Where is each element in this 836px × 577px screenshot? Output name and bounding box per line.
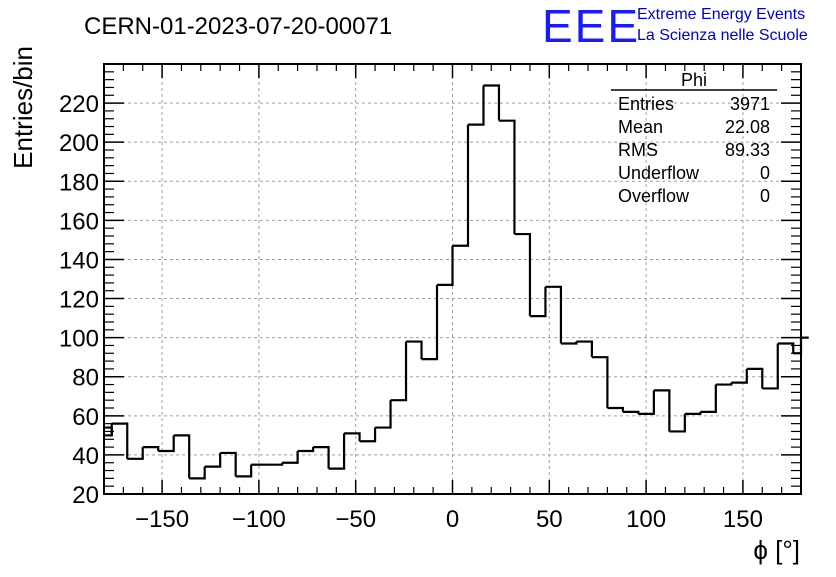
- grid-lines: [104, 64, 801, 494]
- stats-row-value: 0: [760, 163, 770, 183]
- y-tick-label: 220: [59, 91, 99, 118]
- y-tick-label: 80: [72, 365, 99, 392]
- y-tick-label: 180: [59, 169, 99, 196]
- y-tick-label: 140: [59, 247, 99, 274]
- histogram-bin: [189, 466, 206, 480]
- histogram-bin: [127, 447, 144, 460]
- histogram-bin: [514, 232, 532, 317]
- stats-row-value: 89.33: [725, 140, 770, 160]
- histogram-bin: [375, 400, 392, 429]
- histogram-bin: [111, 422, 129, 459]
- histogram-bin: [762, 343, 779, 390]
- histogram-bin: [204, 452, 222, 468]
- histogram-bin: [607, 406, 624, 412]
- histogram-bin: [545, 285, 563, 344]
- stats-row-label: Underflow: [618, 163, 700, 183]
- histogram-bin: [158, 435, 175, 453]
- y-tick-label: 40: [72, 443, 99, 470]
- stats-box: Phi Entries 3971 Mean 22.08 RMS 89.33 Underflo…: [611, 70, 777, 206]
- project-subtitle: La Scienza nelle Scuole: [637, 27, 808, 44]
- x-tick-label: −100: [232, 506, 286, 533]
- histogram-bin: [344, 432, 361, 442]
- project-name: Extreme Energy Events: [637, 6, 805, 23]
- axis-ticks: [103, 64, 802, 495]
- x-tick-label: −150: [135, 506, 189, 533]
- histogram-bin: [483, 84, 501, 121]
- y-tick-labels: 20 40 60 80 100 120 140 160 180 200 220: [59, 91, 99, 509]
- histogram-bin: [437, 245, 454, 286]
- eee-logo: EEE: [542, 0, 640, 52]
- y-tick-label: 60: [72, 404, 99, 431]
- x-tick-label: 100: [626, 506, 666, 533]
- stats-row-label: RMS: [618, 140, 658, 160]
- histogram-bin: [669, 413, 686, 433]
- stats-row-label: Mean: [618, 117, 663, 137]
- histogram-bin: [390, 341, 408, 402]
- histogram-bin: [622, 410, 640, 414]
- x-tick-label: 0: [446, 506, 459, 533]
- histogram-bin: [220, 451, 237, 477]
- histogram-bin: [529, 286, 547, 318]
- stats-row-label: Overflow: [618, 186, 690, 206]
- histogram-bin: [313, 445, 330, 469]
- histogram-bin: [452, 124, 470, 247]
- x-tick-label: −50: [335, 506, 376, 533]
- x-axis-label: ϕ [°]: [753, 535, 800, 565]
- histogram-bin: [560, 341, 578, 345]
- histogram-bin: [406, 340, 423, 360]
- y-axis-label: Entries/bin: [8, 46, 38, 169]
- histogram-bin: [359, 427, 377, 443]
- histogram-bin: [266, 462, 284, 466]
- histogram-bin: [700, 384, 717, 414]
- histogram-bin: [684, 411, 702, 415]
- histogram-bin: [653, 389, 671, 432]
- histogram-bin: [142, 445, 160, 451]
- histogram-bin: [104, 423, 113, 437]
- x-tick-label: 150: [723, 506, 763, 533]
- histogram-bin: [576, 340, 593, 358]
- histogram-bin: [235, 464, 253, 478]
- y-tick-label: 100: [59, 326, 99, 353]
- histogram-bin: [746, 367, 764, 389]
- histogram-bin: [777, 342, 795, 354]
- y-tick-label: 20: [72, 482, 99, 509]
- histogram-bin: [638, 390, 655, 415]
- y-tick-label: 200: [59, 130, 99, 157]
- histogram-bin: [467, 85, 485, 126]
- y-tick-label: 160: [59, 208, 99, 235]
- run-title: CERN-01-2023-07-20-00071: [84, 13, 392, 40]
- histogram-bin: [282, 451, 299, 464]
- histogram-bin: [328, 433, 346, 470]
- x-tick-label: 50: [536, 506, 563, 533]
- histogram-bin: [591, 356, 609, 408]
- stats-rows: Entries 3971 Mean 22.08 RMS 89.33 Underflow 0 Ov…: [618, 94, 770, 206]
- histogram-bin: [173, 434, 191, 479]
- stats-row-label: Entries: [618, 94, 674, 114]
- histogram-bin: [498, 119, 516, 235]
- stats-title: Phi: [681, 70, 707, 90]
- y-tick-label: 120: [59, 287, 99, 314]
- stats-row-value: 3971: [730, 94, 770, 114]
- histogram-series: [104, 84, 809, 480]
- histogram-bin: [421, 284, 439, 361]
- stats-row-value: 22.08: [725, 117, 770, 137]
- stats-row-value: 0: [760, 186, 770, 206]
- histogram-bin: [297, 447, 315, 453]
- histogram-bin: [715, 382, 733, 386]
- x-tick-labels: −150 −100 −50 0 50 100 150: [135, 506, 763, 533]
- histogram-bin: [731, 368, 748, 384]
